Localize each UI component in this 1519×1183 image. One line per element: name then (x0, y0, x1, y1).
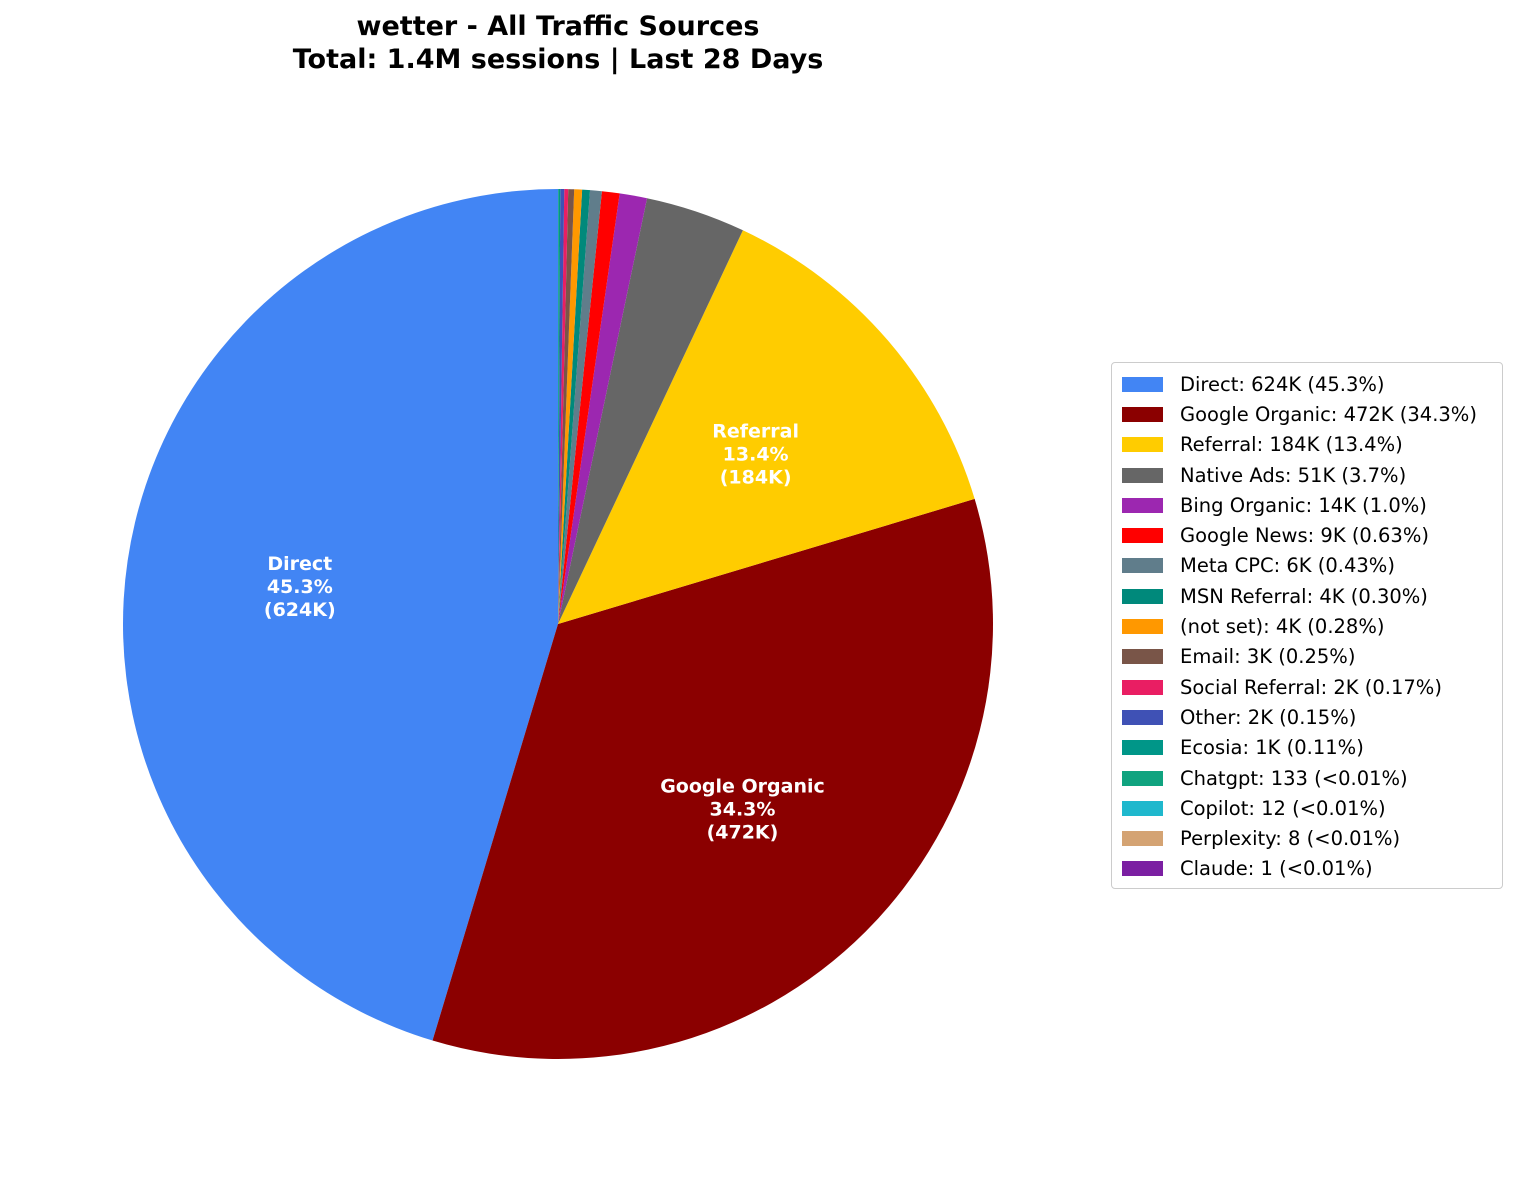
legend-swatch (1122, 406, 1163, 422)
legend-swatch (1122, 588, 1163, 604)
legend-item: Referral: 184K (13.4%) (1112, 430, 1502, 460)
legend-item: Claude: 1 (<0.01%) (1112, 854, 1502, 884)
legend-swatch (1122, 619, 1163, 635)
slice-label: Referral 13.4% (184K) (712, 421, 799, 489)
legend-swatch (1122, 861, 1163, 877)
slice-label: Google Organic 34.3% (472K) (660, 776, 825, 844)
legend-item: Ecosia: 1K (0.11%) (1112, 733, 1502, 763)
legend-item: Meta CPC: 6K (0.43%) (1112, 551, 1502, 581)
legend-swatch (1122, 528, 1163, 544)
legend-label: Email: 3K (0.25%) (1180, 645, 1356, 669)
legend-label: Bing Organic: 14K (1.0%) (1180, 493, 1427, 517)
legend-item: MSN Referral: 4K (0.30%) (1112, 581, 1502, 611)
legend-swatch (1122, 679, 1163, 695)
pie-slice-meta-cpc (558, 190, 602, 625)
legend-swatch (1122, 800, 1163, 816)
legend-label: Ecosia: 1K (0.11%) (1180, 736, 1364, 760)
legend-label: Native Ads: 51K (3.7%) (1180, 463, 1407, 487)
pie-slice-native-ads (558, 198, 743, 624)
legend-label: Other: 2K (0.15%) (1180, 705, 1357, 729)
pie-chart: Direct 45.3% (624K) Google Organic 34.3% (472… (123, 189, 994, 1059)
chart-title: wetter - All Traffic Sources Total: 1.4M… (0, 10, 1116, 76)
legend-swatch (1122, 437, 1163, 453)
legend-label: Perplexity: 8 (<0.01%) (1180, 827, 1401, 851)
legend-item: Chatgpt: 133 (<0.01%) (1112, 763, 1502, 793)
legend-label: Chatgpt: 133 (<0.01%) (1180, 766, 1408, 790)
legend-item: Direct: 624K (45.3%) (1112, 369, 1502, 399)
legend-label: Referral: 184K (13.4%) (1180, 433, 1403, 457)
title-line-1: wetter - All Traffic Sources (356, 11, 760, 42)
pie-slice-ecosia (558, 189, 561, 624)
legend-swatch (1122, 376, 1163, 392)
legend: Direct: 624K (45.3%) Google Organic: 472K… (1111, 362, 1503, 890)
legend-label: Claude: 1 (<0.01%) (1180, 857, 1373, 881)
legend-item: Perplexity: 8 (<0.01%) (1112, 823, 1502, 853)
slice-label: Direct 45.3% (624K) (264, 553, 336, 621)
legend-item: Native Ads: 51K (3.7%) (1112, 460, 1502, 490)
pie-slice-direct (123, 189, 559, 1041)
legend-label: Social Referral: 2K (0.17%) (1180, 675, 1442, 699)
legend-label: Google Organic: 472K (34.3%) (1180, 402, 1477, 426)
legend-label: Google News: 9K (0.63%) (1180, 524, 1429, 548)
legend-swatch (1122, 770, 1163, 786)
legend-item: Bing Organic: 14K (1.0%) (1112, 490, 1502, 520)
legend-label: MSN Referral: 4K (0.30%) (1180, 584, 1428, 608)
pie-slice-referral (558, 230, 975, 625)
pie-slice-other (558, 189, 565, 624)
legend-label: Copilot: 12 (<0.01%) (1180, 796, 1386, 820)
pie-slice-labels: Direct 45.3% (624K) Google Organic 34.3% (472… (264, 421, 825, 844)
legend-item: Copilot: 12 (<0.01%) (1112, 793, 1502, 823)
pie-slice-not-set (558, 189, 583, 624)
pie-slice-email (558, 189, 575, 625)
legend-label: (not set): 4K (0.28%) (1180, 615, 1385, 639)
legend-item: Other: 2K (0.15%) (1112, 702, 1502, 732)
legend-item: Google Organic: 472K (34.3%) (1112, 399, 1502, 429)
title-line-2: Total: 1.4M sessions | Last 28 Days (292, 44, 824, 75)
legend-label: Direct: 624K (45.3%) (1180, 372, 1385, 396)
legend-item: Social Referral: 2K (0.17%) (1112, 672, 1502, 702)
pie-slice-google-news (558, 191, 620, 625)
legend-swatch (1122, 497, 1163, 513)
legend-label: Meta CPC: 6K (0.43%) (1180, 554, 1395, 578)
legend-swatch (1122, 831, 1163, 847)
pie-slice-bing-organic (558, 193, 648, 624)
pie-slices (123, 189, 994, 1059)
legend-swatch (1122, 558, 1163, 574)
pie-slice-msn-referral (558, 189, 591, 624)
legend-swatch (1122, 740, 1163, 756)
legend-item: (not set): 4K (0.28%) (1112, 611, 1502, 641)
pie-slice-social-referral (558, 189, 569, 624)
pie-slice-google-organic (432, 498, 994, 1059)
legend-swatch (1122, 709, 1163, 725)
legend-swatch (1122, 467, 1163, 483)
legend-item: Email: 3K (0.25%) (1112, 642, 1502, 672)
legend-item: Google News: 9K (0.63%) (1112, 520, 1502, 550)
legend-swatch (1122, 649, 1163, 665)
